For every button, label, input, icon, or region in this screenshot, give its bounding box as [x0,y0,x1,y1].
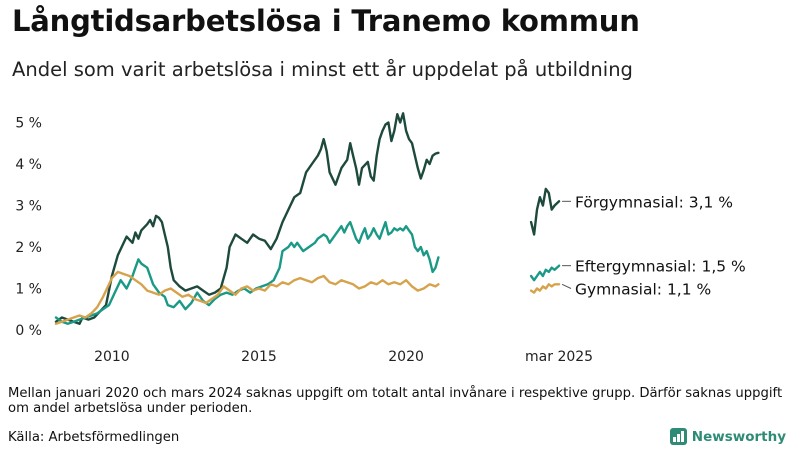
source-text: Källa: Arbetsförmedlingen [8,430,180,445]
bar-chart-icon [669,428,687,445]
y-tick-label: 4 % [15,157,42,173]
y-tick-label: 3 % [15,198,42,214]
series-line-gymnasial [54,270,440,325]
y-axis: 0 % 1 % 2 % 3 % 4 % 5 % [15,115,42,339]
y-tick-label: 2 % [15,240,42,256]
y-tick-label: 0 % [15,323,42,339]
y-tick-label: 1 % [15,281,42,297]
label-connector [561,283,572,289]
x-axis: 2010 2015 2020 mar 2025 [94,349,593,365]
series-line-förgymnasial [54,112,440,325]
y-tick-label: 5 % [15,115,42,131]
logo-text: Newsworthy [691,428,786,445]
line-chart: 0 %1 %2 %3 %4 %5 % 2010 2015 2020 mar 2025 … [15,112,746,365]
x-tick-label: 2010 [94,349,130,365]
newsworthy-logo: Newsworthy [669,428,786,445]
end-label-eftergymnasial: Eftergymnasial: 1,5 % [575,258,746,276]
series-lines [54,112,561,325]
series-line-eftergymnasial [54,220,440,325]
footnote: Mellan januari 2020 och mars 2024 saknas… [8,386,783,416]
series-line-förgymnasial [529,187,561,236]
chart-title: Långtidsarbetslösa i Tranemo kommun [12,4,640,38]
series-end-labels: Förgymnasial: 3,1 % Eftergymnasial: 1,5 %… [561,193,746,298]
end-label-förgymnasial: Förgymnasial: 3,1 % [575,193,733,211]
series-line-gymnasial [529,283,561,294]
x-tick-label: 2015 [241,349,277,365]
x-tick-label: 2020 [388,349,424,365]
x-tick-label: mar 2025 [525,349,593,365]
end-label-gymnasial: Gymnasial: 1,1 % [575,280,711,298]
series-line-eftergymnasial [529,264,561,282]
chart-subtitle: Andel som varit arbetslösa i minst ett å… [12,58,633,81]
